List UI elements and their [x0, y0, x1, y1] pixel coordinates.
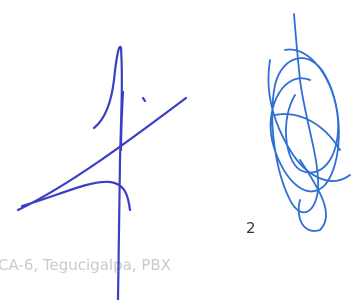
page-number: 2: [246, 219, 256, 237]
right-signature: [268, 14, 350, 231]
footer-text: CA-6, Tegucigalpa, PBX: [0, 256, 171, 274]
document-scan: CA-6, Tegucigalpa, PBX 2: [0, 0, 358, 300]
page: {"page_number": "2", "footer_text": "CA-…: [0, 0, 358, 300]
